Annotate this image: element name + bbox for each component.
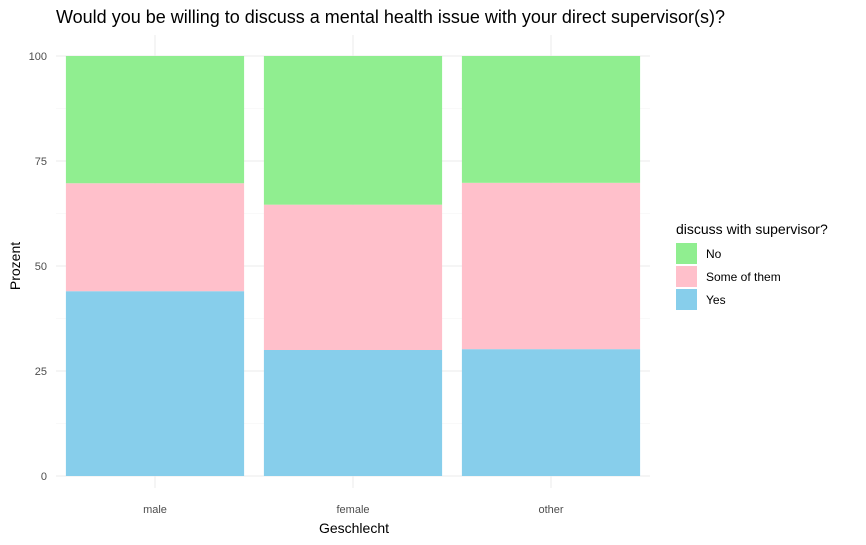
bar-male-no xyxy=(65,56,245,184)
y-axis-title: Prozent xyxy=(7,242,23,290)
legend-label: Yes xyxy=(706,293,726,307)
y-tick-labels: 0 25 50 75 100 xyxy=(29,51,47,483)
bar-female-no xyxy=(263,56,443,205)
legend-label: No xyxy=(706,247,722,261)
legend-key-no xyxy=(676,243,697,264)
legend-key-yes xyxy=(676,289,697,310)
bar-other-yes xyxy=(461,349,641,476)
x-tick-label: male xyxy=(143,504,167,516)
y-tick-label: 50 xyxy=(35,261,47,273)
legend-label: Some of them xyxy=(706,270,781,284)
bar-female-yes xyxy=(263,350,443,476)
y-tick-label: 75 xyxy=(35,156,47,168)
bar-other-no xyxy=(461,56,641,183)
bar-female-some-of-them xyxy=(263,204,443,350)
y-tick-label: 0 xyxy=(41,471,47,483)
bar-male-some-of-them xyxy=(65,183,245,292)
y-tick-label: 100 xyxy=(29,51,47,63)
x-tick-label: other xyxy=(538,504,563,516)
legend-key-some-of-them xyxy=(676,266,697,287)
bar-other-some-of-them xyxy=(461,182,641,350)
bar-male-yes xyxy=(65,291,245,476)
x-tick-labels: male female other xyxy=(143,504,564,516)
x-axis-title: Geschlecht xyxy=(319,520,389,536)
legend-title: discuss with supervisor? xyxy=(676,221,828,237)
y-tick-label: 25 xyxy=(35,366,47,378)
x-tick-label: female xyxy=(336,504,369,516)
bars xyxy=(65,56,641,476)
chart-title: Would you be willing to discuss a mental… xyxy=(56,7,725,27)
legend: discuss with supervisor? No Some of them Y… xyxy=(676,221,828,310)
